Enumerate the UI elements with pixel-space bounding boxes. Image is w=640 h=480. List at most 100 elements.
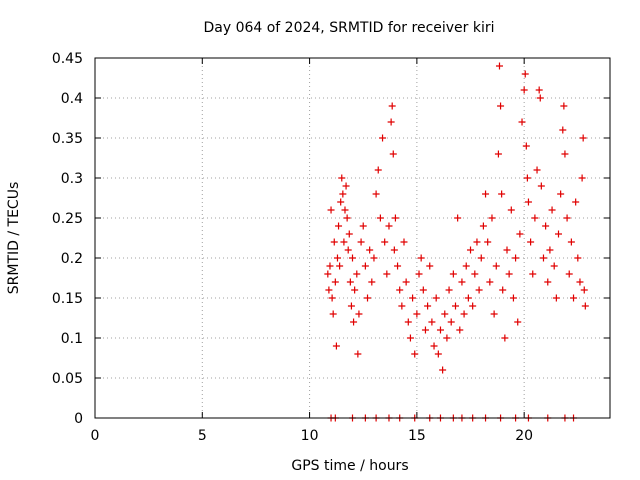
data-point	[325, 286, 333, 294]
data-point	[505, 270, 513, 278]
grid	[95, 58, 610, 418]
x-tick-label: 15	[408, 428, 426, 444]
data-point	[574, 254, 582, 262]
data-point	[560, 102, 568, 110]
data-point	[324, 270, 332, 278]
data-point	[342, 182, 350, 190]
data-point	[580, 286, 588, 294]
data-point	[460, 310, 468, 318]
data-point	[415, 270, 423, 278]
data-point	[390, 246, 398, 254]
data-point	[421, 326, 429, 334]
data-point	[498, 190, 506, 198]
data-point	[379, 134, 387, 142]
y-tick-label: 0.2	[61, 251, 83, 267]
data-point	[494, 150, 502, 158]
data-point	[563, 214, 571, 222]
data-point	[555, 230, 562, 238]
data-point	[522, 142, 530, 150]
data-point	[570, 294, 578, 302]
data-point	[332, 342, 340, 350]
data-point	[430, 342, 438, 350]
data-point	[531, 214, 539, 222]
data-point	[330, 238, 338, 246]
y-tick-label: 0.35	[52, 131, 83, 147]
data-point	[389, 150, 397, 158]
data-point	[492, 262, 500, 270]
data-point	[364, 294, 372, 302]
data-point	[402, 278, 410, 286]
data-point	[381, 238, 389, 246]
data-point	[406, 334, 414, 342]
data-point	[572, 198, 580, 206]
data-point	[559, 126, 567, 134]
data-point	[336, 262, 344, 270]
data-point	[552, 294, 560, 302]
data-point	[436, 326, 444, 334]
data-point	[557, 190, 565, 198]
data-point	[458, 278, 466, 286]
data-point	[337, 198, 345, 206]
data-point	[567, 238, 575, 246]
data-point	[533, 166, 541, 174]
data-point	[361, 262, 369, 270]
data-point	[400, 238, 408, 246]
data-point	[398, 302, 406, 310]
data-point	[411, 350, 419, 358]
data-point	[368, 278, 376, 286]
data-point	[428, 318, 436, 326]
data-point	[366, 246, 374, 254]
data-point	[464, 294, 472, 302]
data-point	[486, 278, 494, 286]
data-point	[501, 334, 509, 342]
data-point	[484, 238, 492, 246]
x-tick-label: 5	[198, 428, 207, 444]
data-point	[387, 118, 395, 126]
data-point	[409, 294, 417, 302]
data-point	[548, 206, 556, 214]
data-point	[475, 286, 483, 294]
data-point	[413, 310, 421, 318]
y-tick-label: 0.4	[61, 91, 83, 107]
data-point	[488, 214, 496, 222]
data-point	[576, 278, 584, 286]
data-point	[482, 190, 490, 198]
data-point	[518, 118, 526, 126]
data-point	[419, 286, 427, 294]
data-point	[550, 262, 558, 270]
data-point	[561, 150, 569, 158]
data-point	[347, 302, 355, 310]
data-point	[443, 334, 451, 342]
data-point	[345, 230, 353, 238]
data-point	[497, 102, 505, 110]
data-point	[426, 262, 434, 270]
data-point	[394, 262, 402, 270]
data-point	[449, 270, 457, 278]
data-point	[385, 222, 393, 230]
x-axis-label: GPS time / hours	[291, 458, 408, 474]
data-point	[578, 174, 586, 182]
data-point	[326, 262, 334, 270]
data-point	[333, 254, 341, 262]
y-tick-label: 0.45	[52, 51, 83, 67]
x-tick-label: 10	[301, 428, 319, 444]
data-point	[514, 318, 522, 326]
data-point	[434, 350, 442, 358]
y-tick-label: 0.3	[61, 171, 83, 187]
data-point	[376, 214, 384, 222]
chart-title: Day 064 of 2024, SRMTID for receiver kir…	[203, 20, 494, 36]
data-point	[452, 302, 459, 310]
data-point	[579, 134, 587, 142]
data-point	[503, 246, 511, 254]
data-point	[424, 302, 432, 310]
data-point	[417, 254, 425, 262]
data-point	[512, 254, 520, 262]
data-point	[349, 254, 356, 262]
data-point	[535, 86, 543, 94]
data-point	[383, 270, 391, 278]
x-tick-label: 20	[515, 428, 533, 444]
data-point	[351, 286, 359, 294]
data-point	[462, 262, 470, 270]
y-tick-label: 0.1	[61, 331, 83, 347]
data-point	[432, 294, 440, 302]
